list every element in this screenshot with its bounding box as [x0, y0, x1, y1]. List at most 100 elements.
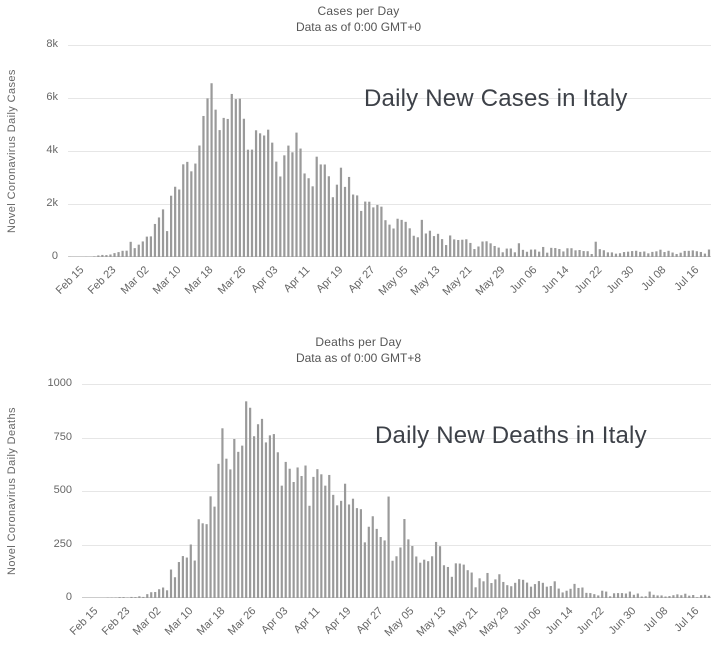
bar[interactable]: [610, 252, 614, 257]
bar[interactable]: [597, 595, 600, 598]
bar[interactable]: [260, 418, 264, 598]
bar[interactable]: [631, 251, 634, 257]
bar[interactable]: [533, 249, 537, 258]
bar[interactable]: [594, 241, 597, 257]
bar[interactable]: [190, 171, 193, 257]
bar[interactable]: [332, 494, 335, 598]
bar[interactable]: [263, 135, 266, 258]
bar[interactable]: [696, 597, 699, 598]
bar[interactable]: [218, 130, 221, 257]
bar[interactable]: [695, 251, 698, 257]
bar[interactable]: [308, 505, 311, 598]
bar[interactable]: [299, 148, 302, 257]
bar[interactable]: [626, 251, 630, 257]
bar[interactable]: [371, 516, 374, 598]
bar[interactable]: [109, 254, 112, 257]
bar[interactable]: [434, 541, 438, 598]
bar[interactable]: [284, 461, 287, 598]
bar[interactable]: [506, 585, 509, 598]
bar[interactable]: [121, 250, 124, 257]
bar[interactable]: [510, 586, 513, 598]
bar[interactable]: [648, 591, 651, 598]
bar[interactable]: [590, 254, 593, 257]
bar[interactable]: [368, 201, 371, 257]
bar[interactable]: [462, 564, 465, 598]
bar[interactable]: [577, 587, 580, 598]
bar[interactable]: [518, 579, 521, 598]
bar[interactable]: [453, 239, 456, 257]
bar[interactable]: [474, 587, 477, 598]
bar[interactable]: [323, 164, 326, 257]
bar[interactable]: [222, 117, 225, 257]
bar[interactable]: [213, 506, 216, 598]
bar[interactable]: [589, 593, 592, 598]
bar[interactable]: [703, 594, 707, 598]
bar[interactable]: [287, 145, 290, 257]
bar[interactable]: [303, 173, 306, 257]
bar[interactable]: [276, 452, 279, 598]
bar[interactable]: [688, 595, 691, 598]
bar[interactable]: [173, 577, 177, 598]
bar[interactable]: [541, 582, 544, 598]
bar[interactable]: [656, 595, 659, 598]
bar[interactable]: [250, 149, 254, 257]
bar[interactable]: [606, 252, 609, 257]
bar[interactable]: [593, 594, 596, 598]
bar[interactable]: [449, 235, 452, 257]
bar[interactable]: [280, 485, 283, 598]
bar[interactable]: [427, 561, 430, 598]
bar[interactable]: [533, 584, 537, 598]
bar[interactable]: [419, 562, 422, 598]
bar[interactable]: [598, 249, 601, 257]
bar[interactable]: [616, 593, 620, 598]
bar[interactable]: [620, 593, 624, 598]
bar[interactable]: [233, 439, 236, 598]
bar[interactable]: [182, 164, 185, 257]
bar[interactable]: [403, 519, 406, 598]
bar[interactable]: [573, 583, 576, 598]
bar[interactable]: [436, 233, 440, 257]
bar[interactable]: [513, 252, 516, 257]
bar[interactable]: [537, 581, 541, 598]
bar[interactable]: [351, 194, 355, 257]
bar[interactable]: [643, 251, 646, 257]
bar[interactable]: [663, 252, 666, 257]
bar[interactable]: [162, 587, 165, 598]
bar[interactable]: [408, 228, 411, 257]
bar[interactable]: [146, 594, 149, 598]
bar[interactable]: [628, 591, 631, 598]
bar[interactable]: [478, 578, 481, 598]
bar[interactable]: [461, 239, 464, 257]
bar[interactable]: [331, 197, 334, 257]
bar[interactable]: [569, 588, 572, 598]
bar[interactable]: [538, 251, 541, 257]
bar[interactable]: [707, 595, 711, 598]
bar[interactable]: [618, 253, 622, 257]
bar[interactable]: [632, 594, 635, 598]
bar[interactable]: [375, 528, 378, 598]
bar[interactable]: [316, 469, 319, 598]
bar[interactable]: [249, 407, 252, 598]
bar[interactable]: [636, 593, 639, 598]
bar[interactable]: [304, 465, 307, 598]
bar[interactable]: [651, 251, 654, 257]
bar[interactable]: [267, 129, 270, 257]
bar[interactable]: [700, 595, 703, 598]
bar[interactable]: [242, 118, 246, 257]
bar[interactable]: [622, 252, 626, 257]
bar[interactable]: [324, 485, 327, 598]
bar[interactable]: [505, 248, 508, 257]
bar[interactable]: [320, 474, 323, 598]
bar[interactable]: [372, 207, 375, 257]
bar[interactable]: [432, 236, 436, 257]
bar[interactable]: [113, 253, 116, 257]
bar[interactable]: [229, 469, 232, 598]
bar[interactable]: [400, 219, 403, 257]
bar[interactable]: [581, 587, 584, 598]
bar[interactable]: [469, 242, 472, 257]
bar[interactable]: [416, 237, 419, 257]
bar[interactable]: [542, 246, 545, 257]
bar[interactable]: [355, 508, 359, 598]
bar[interactable]: [149, 236, 153, 257]
bar[interactable]: [383, 540, 386, 598]
